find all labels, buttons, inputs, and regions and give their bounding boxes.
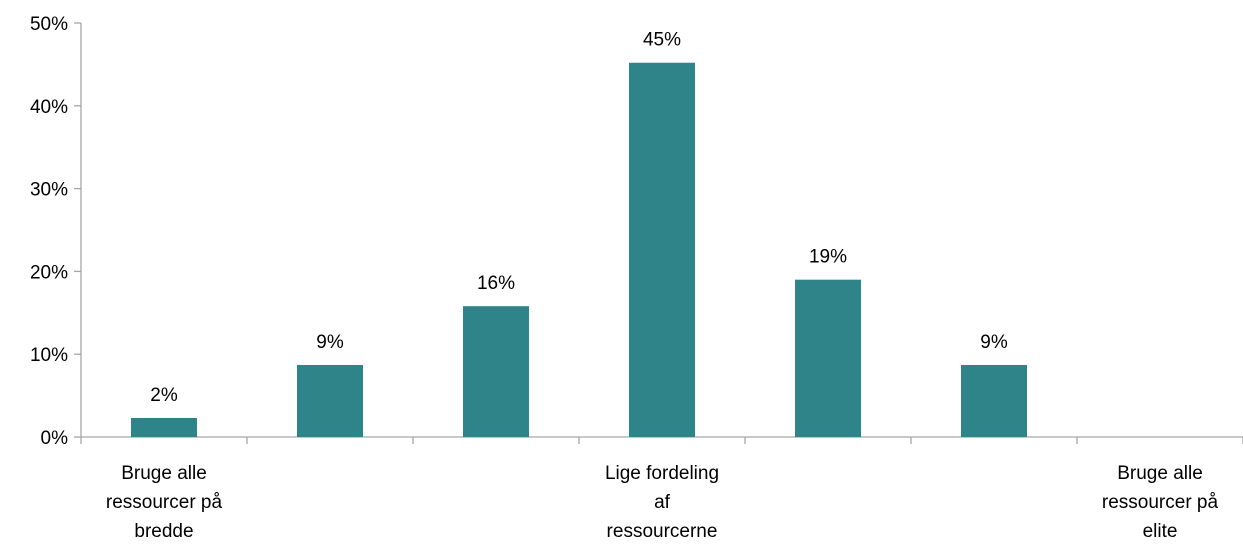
labels: 2% Bruge alle ressourcer på bredde 9% 16% 45% L… [106, 30, 1219, 542]
x-category-label: af [654, 492, 671, 513]
x-category-label: Lige fordeling [605, 463, 719, 484]
x-category-label: elite [1143, 521, 1178, 542]
data-label: 19% [809, 247, 847, 268]
y-tick-label: 40% [30, 97, 68, 118]
data-label: 45% [643, 30, 681, 51]
y-tick-label: 30% [30, 180, 68, 201]
bars [131, 62, 1027, 438]
y-tick-label: 20% [30, 262, 68, 283]
bar [629, 62, 695, 438]
x-category-label: Bruge alle [1117, 463, 1203, 484]
bar [463, 306, 529, 437]
x-category-label: bredde [134, 521, 193, 542]
bar [795, 279, 861, 437]
bar [297, 364, 363, 437]
x-category-label: Bruge alle [121, 463, 207, 484]
x-category-label: ressourcerne [607, 521, 718, 542]
x-category-label: ressourcer på [106, 492, 223, 513]
y-tick-label: 10% [30, 345, 68, 366]
data-label: 16% [477, 273, 515, 294]
y-tick-label: 0% [41, 428, 69, 449]
bar [961, 364, 1027, 437]
x-category-label: ressourcer på [1102, 492, 1219, 513]
data-label: 2% [150, 385, 178, 406]
axes: 0% 10% 20% 30% 40% 50% [30, 14, 1243, 449]
data-label: 9% [316, 332, 344, 353]
data-label: 9% [980, 332, 1008, 353]
y-tick-label: 50% [30, 14, 68, 35]
bar [131, 417, 197, 437]
